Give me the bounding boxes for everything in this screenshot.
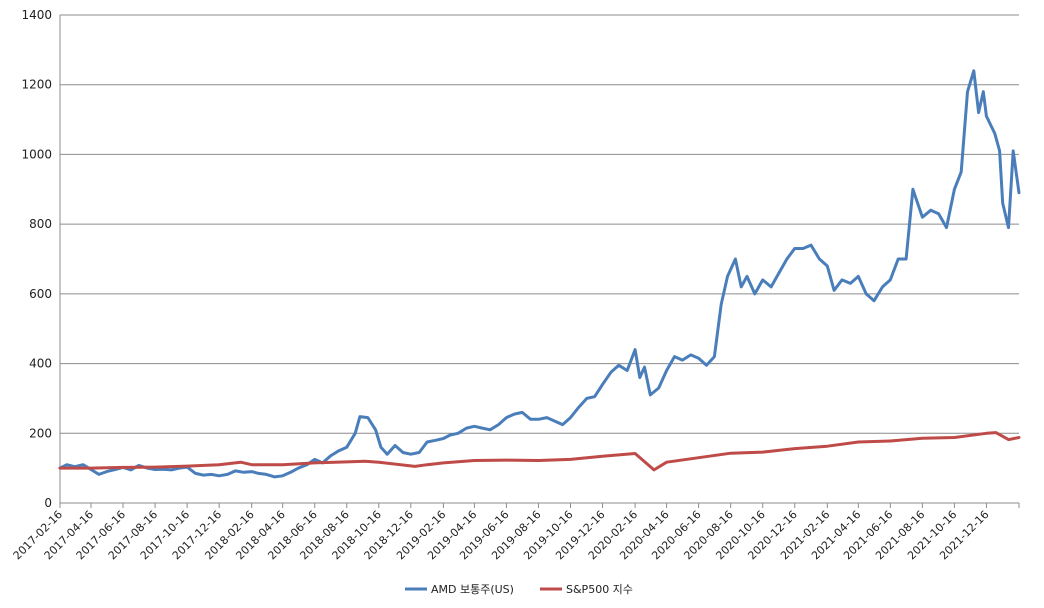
y-tick-label: 1000 (21, 147, 52, 161)
y-tick-label: 400 (29, 357, 52, 371)
y-tick-label: 1400 (21, 8, 52, 22)
legend: AMD 보통주(US) S&P500 지수 (405, 583, 633, 596)
y-tick-label: 0 (44, 496, 52, 510)
y-tick-label: 600 (29, 287, 52, 301)
y-tick-label: 800 (29, 217, 52, 231)
legend-label: S&P500 지수 (566, 583, 633, 596)
series-line-1 (58, 431, 1021, 472)
legend-label: AMD 보통주(US) (431, 583, 514, 596)
axes: 02004006008001000120014002017-02-162017-… (11, 8, 1020, 562)
y-tick-label: 1200 (21, 78, 52, 92)
series-line-0 (58, 69, 1021, 479)
y-tick-label: 200 (29, 426, 52, 440)
series-lines (58, 69, 1021, 479)
gridlines (60, 14, 1019, 434)
